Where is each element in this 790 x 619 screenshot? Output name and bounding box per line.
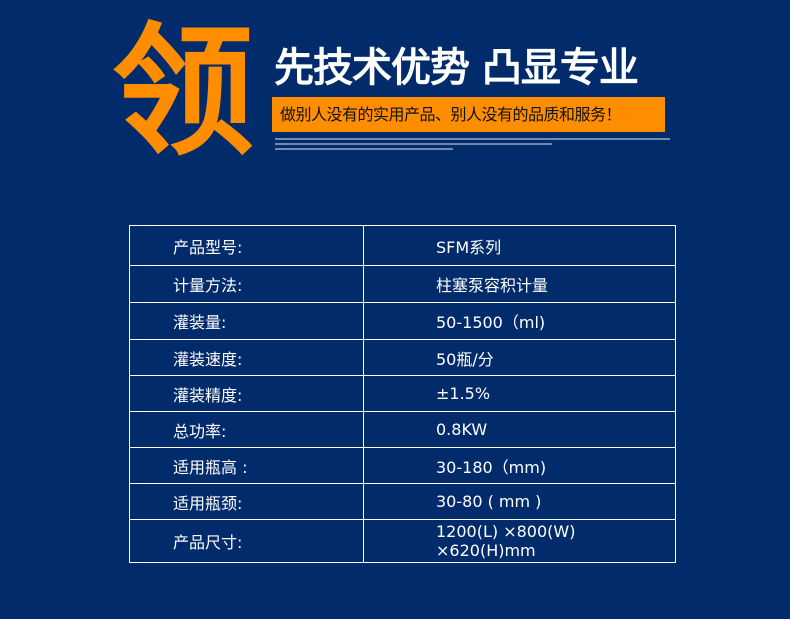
spec-table: 产品型号: SFM系列 计量方法: 柱塞泵容积计量 灌装量: 50-1500（ml) 灌装速…	[129, 225, 676, 563]
spec-value: 柱塞泵容积计量	[363, 265, 676, 303]
spec-label: 产品型号:	[129, 225, 364, 266]
spec-label: 总功率:	[129, 411, 364, 448]
spec-row: 计量方法: 柱塞泵容积计量	[129, 265, 676, 303]
banner-big-character: 领	[112, 10, 254, 175]
banner-title: 先技术优势 凸显专业	[274, 45, 639, 91]
spec-label: 灌装量:	[129, 302, 364, 340]
spec-value: 1200(L) ×800(W) ×620(H)mm	[363, 519, 676, 563]
spec-label: 灌装精度:	[129, 375, 364, 412]
spec-row: 产品型号: SFM系列	[129, 225, 676, 266]
decorative-fine-text	[275, 138, 670, 153]
banner-slogan: 做别人没有的实用产品、别人没有的品质和服务！	[272, 97, 665, 132]
spec-row: 灌装精度: ±1.5%	[129, 375, 676, 412]
spec-value: ±1.5%	[363, 375, 676, 412]
spec-value: SFM系列	[363, 225, 676, 266]
spec-row: 适用瓶颈: 30-80 ( mm )	[129, 483, 676, 520]
spec-value: 50-1500（ml)	[363, 302, 676, 340]
spec-value: 30-180（mm)	[363, 447, 676, 484]
spec-row: 灌装速度: 50瓶/分	[129, 339, 676, 376]
spec-value: 50瓶/分	[363, 339, 676, 376]
spec-label: 产品尺寸:	[129, 519, 364, 563]
spec-value: 30-80 ( mm )	[363, 483, 676, 520]
spec-label: 计量方法:	[129, 265, 364, 303]
spec-row: 灌装量: 50-1500（ml)	[129, 302, 676, 340]
spec-row: 产品尺寸: 1200(L) ×800(W) ×620(H)mm	[129, 519, 676, 563]
spec-value: 0.8KW	[363, 411, 676, 448]
spec-label: 适用瓶颈:	[129, 483, 364, 520]
spec-row: 总功率: 0.8KW	[129, 411, 676, 448]
spec-label: 适用瓶高 :	[129, 447, 364, 484]
spec-label: 灌装速度:	[129, 339, 364, 376]
spec-row: 适用瓶高 :30-180（mm)	[129, 447, 676, 484]
